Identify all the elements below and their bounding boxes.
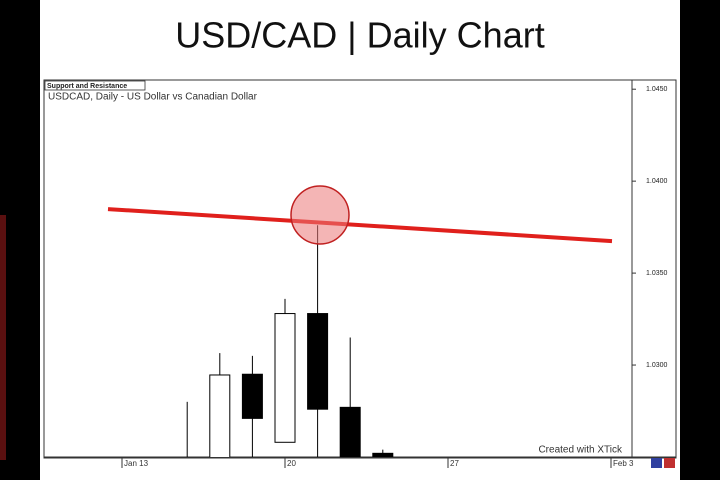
- candle-body: [274, 313, 296, 443]
- icon: [664, 458, 675, 468]
- subtitle: USDCAD, Daily - US Dollar vs Canadian Do…: [48, 92, 258, 103]
- resistance-line: [107, 207, 613, 244]
- y-tick-label: 1.0450: [646, 86, 668, 93]
- chart-frame: [43, 79, 677, 459]
- icon: [651, 458, 662, 468]
- x-tick-label: 27: [450, 459, 459, 468]
- x-tick-label: Jan 13: [124, 459, 149, 468]
- y-tick-label: 1.0350: [646, 270, 668, 277]
- candle-body: [339, 406, 361, 457]
- x-tick-label: Feb 3: [613, 459, 634, 468]
- candle-body: [372, 452, 394, 457]
- x-tick-label: 20: [287, 459, 296, 468]
- candle-body: [307, 313, 329, 410]
- chart-title: USD/CAD | Daily Chart: [175, 15, 544, 56]
- panel-title: Support and Resistance: [47, 83, 127, 90]
- highlight-circle: [290, 185, 350, 245]
- plot-area: [107, 185, 613, 457]
- candle-body: [209, 374, 231, 457]
- y-tick-label: 1.0300: [646, 362, 668, 369]
- panel-title-box: [44, 80, 146, 91]
- edge-tint: [0, 215, 6, 460]
- y-tick-label: 1.0400: [646, 178, 668, 185]
- candle-body: [241, 373, 263, 419]
- watermark: Created with XTick: [538, 445, 623, 456]
